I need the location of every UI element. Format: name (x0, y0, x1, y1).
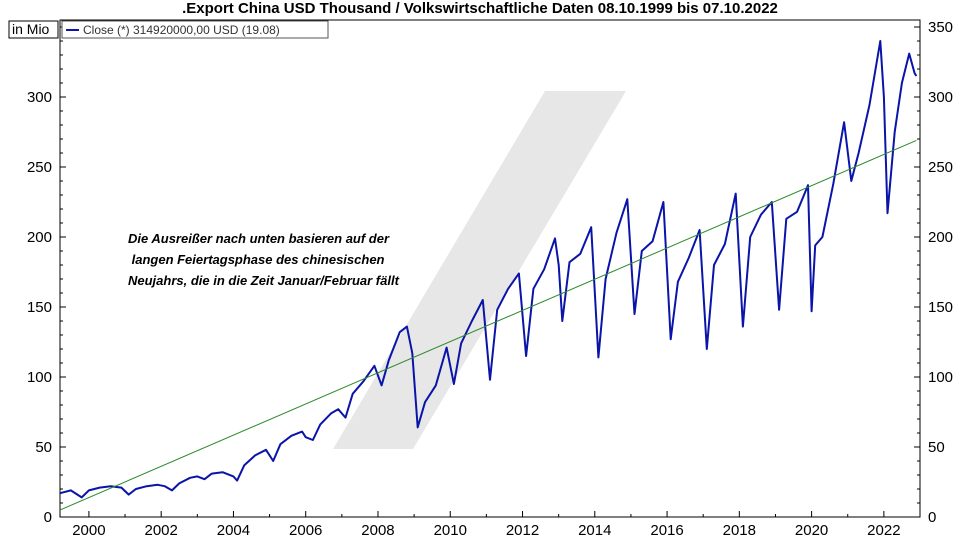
x-tick-label: 2008 (361, 522, 394, 539)
legend: Close (*) 314920000,00 USD (19.08) (61, 20, 329, 39)
y-tick-label-left: 200 (27, 229, 52, 246)
y-tick-label-left: 50 (35, 439, 52, 456)
x-axis-labels: 2000 2002 2004 2006 2008 2010 2012 2014 2016 2018… (72, 522, 900, 539)
x-tick-label: 2000 (72, 522, 105, 539)
series-line-trend (59, 139, 917, 511)
y-tick-label-right: 350 (928, 19, 953, 36)
x-tick-label: 2002 (144, 522, 177, 539)
legend-label: Close (*) 314920000,00 USD (19.08) (83, 23, 280, 37)
y-tick-label-right: 250 (928, 159, 953, 176)
series-layer (59, 40, 918, 511)
y-tick-label-left: 0 (44, 509, 52, 526)
x-tick-label: 2016 (650, 522, 683, 539)
x-tick-label: 2006 (289, 522, 322, 539)
y-tick-label-right: 0 (928, 509, 936, 526)
x-tick-label: 2022 (867, 522, 900, 539)
annotation-line-1: Die Ausreißer nach unten basieren auf de… (128, 231, 390, 246)
y-tick-label-right: 200 (928, 229, 953, 246)
x-tick-label: 2014 (578, 522, 611, 539)
x-tick-label: 2012 (506, 522, 539, 539)
y-tick-label-right: 300 (928, 89, 953, 106)
y-tick-label-right: 150 (928, 299, 953, 316)
y-axis-right-labels: 0 50 100 150 200 250 300 350 (928, 19, 953, 526)
annotation: Die Ausreißer nach unten basieren auf de… (128, 231, 400, 288)
chart-title: .Export China USD Thousand / Volkswirtsc… (182, 0, 778, 17)
unit-label: in Mio (12, 21, 50, 37)
unit-box: in Mio (8, 20, 59, 39)
series-line-close (59, 40, 918, 499)
watermark-slash-logo (333, 91, 626, 449)
y-tick-label-right: 100 (928, 369, 953, 386)
x-tick-label: 2010 (434, 522, 467, 539)
tick-marks (60, 26, 920, 518)
x-tick-label: 2004 (217, 522, 250, 539)
y-tick-label-left: 150 (27, 299, 52, 316)
x-tick-label: 2018 (723, 522, 756, 539)
y-tick-label-left: 100 (27, 369, 52, 386)
annotation-line-3: Neujahrs, die in die Zeit Januar/Februar… (128, 273, 400, 288)
y-tick-label-left: 250 (27, 159, 52, 176)
annotation-line-2: langen Feiertagsphase des chinesischen (128, 252, 385, 267)
plot-area (59, 19, 921, 518)
x-tick-label: 2020 (795, 522, 828, 539)
y-tick-label-left: 300 (27, 89, 52, 106)
y-tick-label-right: 50 (928, 439, 945, 456)
